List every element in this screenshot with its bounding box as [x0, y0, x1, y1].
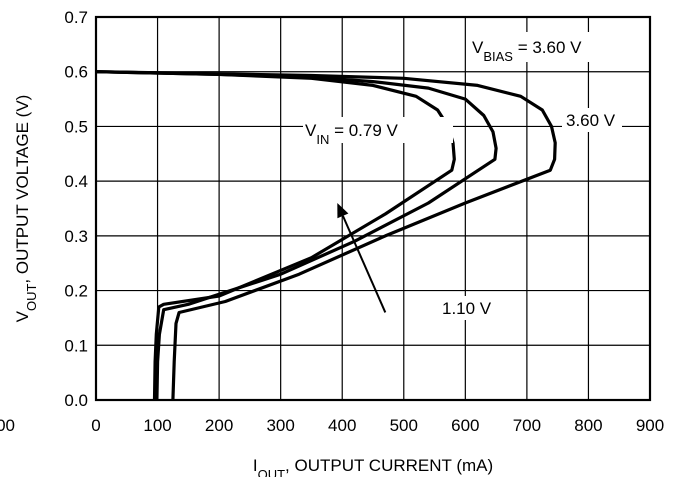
series-line-0-79-V — [95, 70, 456, 401]
vbias-label-bg — [468, 32, 620, 62]
vin110-label: 1.10 V — [442, 299, 492, 318]
x-tick-label: 500 — [390, 416, 418, 435]
y-tick-label: 0.0 — [64, 391, 88, 410]
axes: 0 100 200 300 400 500 600 700 800 900 00 0.0 0.1 0.2 0… — [0, 8, 664, 477]
series-line-3-60-V — [95, 70, 557, 401]
vin360-label: 3.60 V — [566, 111, 616, 130]
y-tick-label: 0.4 — [64, 172, 88, 191]
x-tick-label: 300 — [266, 416, 294, 435]
y-tick-label: 0.7 — [64, 8, 88, 27]
x-tick-label: 100 — [143, 416, 171, 435]
x-tick-label: 800 — [574, 416, 602, 435]
vin079-label-bg — [303, 117, 453, 143]
vin110-label-bg — [438, 296, 504, 320]
y-tick-label: 0.5 — [64, 117, 88, 136]
x-tick-label: 0 — [91, 416, 100, 435]
y-axis-title: VOUT, OUTPUT VOLTAGE (V) — [13, 95, 39, 323]
arrow-shaft — [342, 215, 387, 313]
x-tick-label: 400 — [328, 416, 356, 435]
vin360-label-bg — [562, 108, 622, 132]
plot-frame — [94, 15, 652, 402]
series-line-1-10-V — [95, 70, 498, 401]
vin079-label: VIN = 0.79 V — [305, 121, 399, 147]
y-tick-label: 0.6 — [64, 63, 88, 82]
x-tick-label-cut: 00 — [0, 416, 15, 435]
y-tick-label: 0.3 — [64, 227, 88, 246]
arrow-head — [337, 203, 349, 219]
annotation-arrow-group — [337, 203, 387, 313]
y-tick-label: 0.2 — [64, 282, 88, 301]
labels: VBIAS = 3.60 V VIN = 0.79 V 3.60 V 1.10 V — [303, 32, 622, 320]
x-tick-label: 900 — [636, 416, 664, 435]
x-tick-label: 200 — [205, 416, 233, 435]
series-group — [95, 70, 557, 401]
y-tick-label: 0.1 — [64, 336, 88, 355]
x-axis-title: IOUT, OUTPUT CURRENT (mA) — [253, 456, 493, 477]
x-tick-label: 600 — [451, 416, 479, 435]
x-tick-label: 700 — [513, 416, 541, 435]
vbias-label: VBIAS = 3.60 V — [472, 38, 582, 64]
